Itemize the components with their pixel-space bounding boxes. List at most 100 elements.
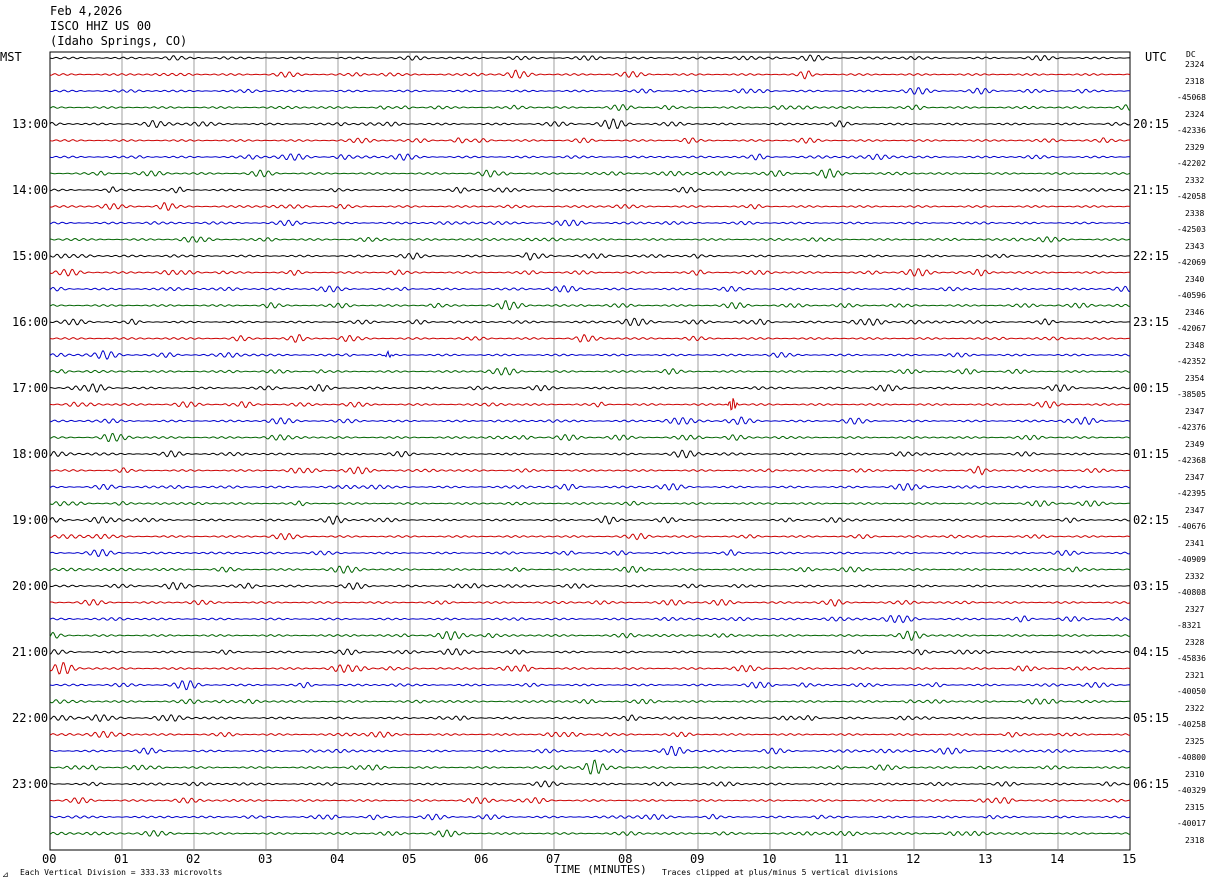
trace-32	[49, 581, 1131, 591]
trace-27	[49, 500, 1131, 508]
trace-16	[49, 317, 1131, 327]
chart-station: ISCO HHZ US 00	[50, 19, 152, 33]
trace-10	[49, 219, 1131, 227]
trace-19	[49, 367, 1131, 376]
trace-dc-value: -42067	[1177, 324, 1206, 333]
trace-dc-value: 2347	[1185, 472, 1205, 482]
trace-2	[49, 87, 1131, 95]
trace-dc-value: 2325	[1185, 736, 1205, 746]
left-time-label: 23:00	[12, 777, 49, 791]
trace-dc-value: 2348	[1185, 340, 1205, 350]
trace-dc-value: 2329	[1185, 142, 1205, 152]
left-time-label: 19:00	[12, 513, 49, 527]
trace-9	[49, 202, 1131, 211]
x-tick-label: 02	[186, 852, 201, 866]
trace-dc-value: -40676	[1177, 522, 1206, 531]
trace-20	[49, 383, 1131, 393]
trace-dc-value: 2318	[1185, 76, 1205, 86]
dc-label: DC	[1186, 50, 1196, 59]
trace-26	[49, 482, 1131, 491]
trace-dc-value: 2310	[1185, 769, 1205, 779]
x-tick-label: 09	[690, 852, 705, 866]
trace-dc-value: -8321	[1177, 621, 1202, 630]
trace-31	[49, 565, 1131, 574]
trace-dc-value: -45836	[1177, 654, 1206, 663]
trace-33	[49, 598, 1131, 607]
trace-11	[49, 236, 1131, 243]
trace-34	[49, 614, 1131, 624]
x-tick-label: 13	[978, 852, 993, 866]
trace-dc-value: 2346	[1185, 307, 1205, 317]
scale-note: Each Vertical Division = 333.33 microvol…	[20, 868, 223, 877]
trace-dc-value: -42368	[1177, 456, 1206, 465]
trace-dc-value: -42352	[1177, 357, 1206, 366]
trace-dc-value: -42069	[1177, 258, 1206, 267]
x-tick-label: 04	[330, 852, 345, 866]
scale-icon: ⊿	[2, 870, 9, 879]
trace-0	[49, 54, 1131, 62]
trace-47	[49, 829, 1131, 838]
trace-6	[49, 153, 1131, 161]
trace-8	[49, 186, 1131, 194]
right-time-label: 23:15	[1133, 315, 1170, 329]
x-tick-label: 05	[402, 852, 417, 866]
trace-dc-value: 2324	[1185, 109, 1205, 119]
trace-dc-value: 2322	[1185, 703, 1205, 713]
trace-dc-value: -40258	[1177, 720, 1206, 729]
trace-dc-value: 2347	[1185, 505, 1205, 515]
right-time-label: 02:15	[1133, 513, 1170, 527]
trace-dc-value: -42058	[1177, 192, 1206, 201]
right-time-label: 21:15	[1133, 183, 1170, 197]
x-tick-label: 06	[474, 852, 489, 866]
trace-22	[49, 416, 1131, 426]
x-tick-label: 12	[906, 852, 921, 866]
trace-dc-value: -42376	[1177, 423, 1206, 432]
trace-dc-value: -40909	[1177, 555, 1206, 564]
left-time-label: 17:00	[12, 381, 49, 395]
trace-7	[49, 168, 1131, 179]
right-axis-label: UTC	[1145, 50, 1167, 64]
right-time-label: 20:15	[1133, 117, 1170, 131]
trace-dc-value: 2328	[1185, 637, 1205, 647]
trace-dc-value: -42202	[1177, 159, 1206, 168]
trace-4	[49, 118, 1131, 130]
left-time-label: 22:00	[12, 711, 49, 725]
trace-18	[49, 349, 1131, 360]
trace-dc-value: -40329	[1177, 786, 1206, 795]
trace-dc-value: 2340	[1185, 274, 1205, 284]
trace-dc-value: -40808	[1177, 588, 1206, 597]
trace-23	[49, 432, 1131, 442]
trace-3	[49, 103, 1131, 112]
trace-dc-value: 2332	[1185, 571, 1205, 581]
trace-40	[49, 714, 1131, 723]
trace-29	[49, 532, 1131, 541]
x-tick-label: 03	[258, 852, 273, 866]
trace-28	[49, 515, 1131, 526]
trace-dc-value: -40017	[1177, 819, 1206, 828]
x-tick-label: 08	[618, 852, 633, 866]
trace-15	[49, 300, 1131, 311]
trace-38	[49, 680, 1131, 691]
trace-46	[49, 813, 1131, 821]
plot-frame	[49, 51, 1131, 851]
right-time-label: 04:15	[1133, 645, 1170, 659]
trace-dc-value: 2343	[1185, 241, 1205, 251]
trace-14	[49, 285, 1131, 293]
right-time-label: 03:15	[1133, 579, 1170, 593]
trace-dc-value: 2354	[1185, 373, 1205, 383]
x-tick-label: 07	[546, 852, 561, 866]
right-time-label: 01:15	[1133, 447, 1170, 461]
x-tick-label: 15	[1122, 852, 1137, 866]
trace-25	[49, 465, 1131, 476]
x-tick-label: 11	[834, 852, 849, 866]
trace-dc-value: 2349	[1185, 439, 1205, 449]
trace-13	[49, 268, 1131, 277]
trace-dc-value: -40050	[1177, 687, 1206, 696]
trace-35	[49, 630, 1131, 641]
trace-dc-value: 2315	[1185, 802, 1205, 812]
left-time-label: 16:00	[12, 315, 49, 329]
left-time-label: 15:00	[12, 249, 49, 263]
left-time-label: 13:00	[12, 117, 49, 131]
trace-dc-value: 2338	[1185, 208, 1205, 218]
trace-21	[49, 398, 1131, 411]
